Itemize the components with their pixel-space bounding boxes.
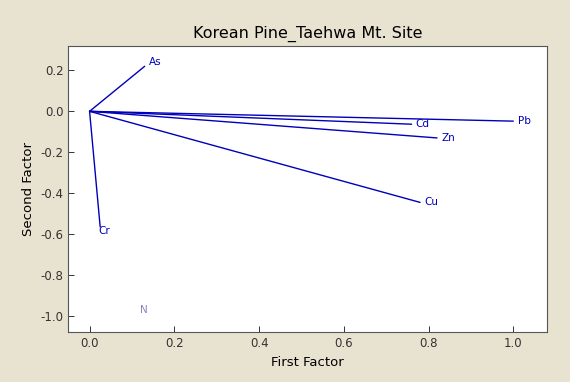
Y-axis label: Second Factor: Second Factor — [22, 142, 35, 236]
X-axis label: First Factor: First Factor — [271, 356, 344, 369]
Text: As: As — [149, 57, 161, 67]
Title: Korean Pine_Taehwa Mt. Site: Korean Pine_Taehwa Mt. Site — [193, 26, 422, 42]
Text: Cu: Cu — [424, 197, 438, 207]
Text: Zn: Zn — [441, 133, 455, 143]
Text: Cr: Cr — [98, 226, 110, 236]
Text: N: N — [140, 305, 148, 315]
Text: Cd: Cd — [416, 119, 430, 129]
Text: Pb: Pb — [518, 116, 531, 126]
